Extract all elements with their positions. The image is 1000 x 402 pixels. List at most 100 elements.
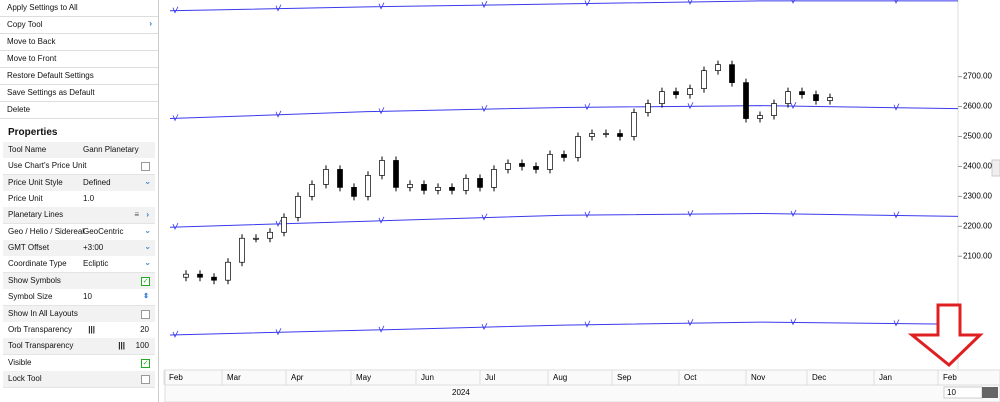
menu: Apply Settings to All › Copy Tool Move to B…: [0, 0, 158, 119]
planet-symbol: [172, 330, 179, 338]
planet-symbol: [378, 107, 385, 115]
menu-item[interactable]: Move to Front: [0, 51, 158, 68]
y-tick-label: 2200.00: [963, 221, 992, 230]
planet-symbol: [378, 325, 385, 333]
property-name: Lock Tool: [8, 373, 42, 383]
planet-symbol: [790, 318, 797, 326]
candle: [687, 88, 693, 95]
property-name: Coordinate Type: [8, 259, 67, 269]
planet-symbol: [584, 210, 591, 219]
month-label: Jul: [485, 373, 495, 382]
planet-symbol: [481, 322, 488, 331]
stepper[interactable]: ⇕: [143, 293, 149, 301]
candle: [379, 160, 385, 176]
checkbox[interactable]: [141, 374, 150, 384]
collapse-button[interactable]: [991, 159, 1000, 177]
property-name: Tool Name: [8, 145, 47, 154]
planet-symbol: [893, 211, 900, 219]
planet-symbol: [481, 104, 488, 113]
month-label: Feb: [943, 373, 957, 382]
property-value: 20: [140, 324, 149, 334]
checkbox[interactable]: ✓: [141, 276, 150, 286]
candle: [533, 166, 539, 170]
checkbox[interactable]: ✓: [141, 358, 150, 368]
menu-item[interactable]: Save Settings as Default: [0, 85, 158, 102]
month-label: Aug: [553, 373, 567, 382]
slider-handle[interactable]: |||: [118, 341, 125, 351]
property-value: Defined: [83, 177, 111, 187]
candle: [183, 273, 189, 278]
planet-symbol: [275, 328, 282, 336]
candle: [519, 163, 525, 167]
zoom-button[interactable]: [982, 387, 998, 398]
property-name: Use Chart's Price Unit: [8, 161, 87, 171]
candle: [309, 184, 315, 197]
checkbox[interactable]: [141, 162, 150, 172]
property-name: GMT Offset: [8, 243, 50, 253]
candle: [295, 196, 301, 218]
properties-title: Properties: [8, 127, 58, 138]
candle: [645, 103, 651, 113]
month-label: Jun: [421, 373, 434, 382]
menu-item[interactable]: Restore Default Settings: [0, 68, 158, 85]
planet-symbol: [481, 0, 488, 9]
candle: [799, 91, 805, 95]
checkbox[interactable]: [141, 309, 150, 319]
candle: [631, 112, 637, 137]
time-axis: [164, 369, 1000, 402]
list-icon: ≡: [134, 210, 139, 220]
year-label: 2024: [452, 388, 470, 397]
candle: [197, 273, 203, 278]
planet-symbol: [687, 102, 694, 110]
slider-handle[interactable]: |||: [88, 324, 95, 334]
chart-bg: [165, 0, 1000, 402]
property-value: 1.0: [83, 194, 95, 204]
month-label: Jan: [879, 373, 892, 382]
planet-symbol: [584, 103, 591, 111]
property-value: 10: [83, 292, 92, 302]
month-label: Sep: [617, 373, 632, 382]
candle: [659, 91, 665, 104]
candle: [435, 187, 441, 191]
month-label: Mar: [227, 373, 241, 382]
menu-item[interactable]: Move to Back: [0, 34, 158, 51]
menu-item[interactable]: Copy Tool: [0, 17, 158, 34]
property-name: Tool Transparency: [8, 341, 74, 351]
candle: [211, 276, 217, 281]
month-label: Apr: [291, 373, 304, 382]
month-label: Feb: [169, 373, 183, 382]
candle: [253, 237, 259, 240]
candle: [421, 184, 427, 191]
y-tick-label: 2600.00: [963, 102, 992, 111]
y-tick-label: 2700.00: [963, 72, 992, 81]
submenu-arrow: ›: [149, 19, 152, 28]
candle: [827, 97, 833, 101]
planet-symbol: [275, 4, 282, 12]
candle: [407, 184, 413, 188]
planet-symbol: [378, 2, 385, 10]
candle: [701, 70, 707, 89]
property-name: Planetary Lines: [8, 210, 64, 220]
planet-symbol: [378, 216, 385, 224]
property-name: Orb Transparency: [8, 324, 73, 334]
property-name: Show In All Layouts: [8, 308, 78, 318]
candle: [547, 154, 553, 170]
candle: [715, 64, 721, 71]
candle: [337, 169, 343, 188]
planetary-line: [169, 105, 959, 120]
month-label: Oct: [684, 373, 697, 382]
candle: [491, 169, 497, 188]
menu-item[interactable]: Delete: [0, 102, 158, 119]
planet-symbol: [172, 222, 179, 231]
y-tick-label: 2400.00: [963, 162, 992, 171]
planet-symbol: [791, 0, 795, 4]
candle: [575, 136, 581, 158]
candle: [365, 175, 371, 197]
submenu-arrow[interactable]: ›: [146, 210, 149, 220]
properties-panel: Apply Settings to All › Copy Tool Move to B…: [0, 0, 159, 402]
candle: [449, 187, 455, 191]
menu-item[interactable]: Apply Settings to All ›: [0, 0, 158, 28]
y-tick-label: 2100.00: [963, 251, 992, 260]
planet-symbol: [687, 0, 693, 5]
